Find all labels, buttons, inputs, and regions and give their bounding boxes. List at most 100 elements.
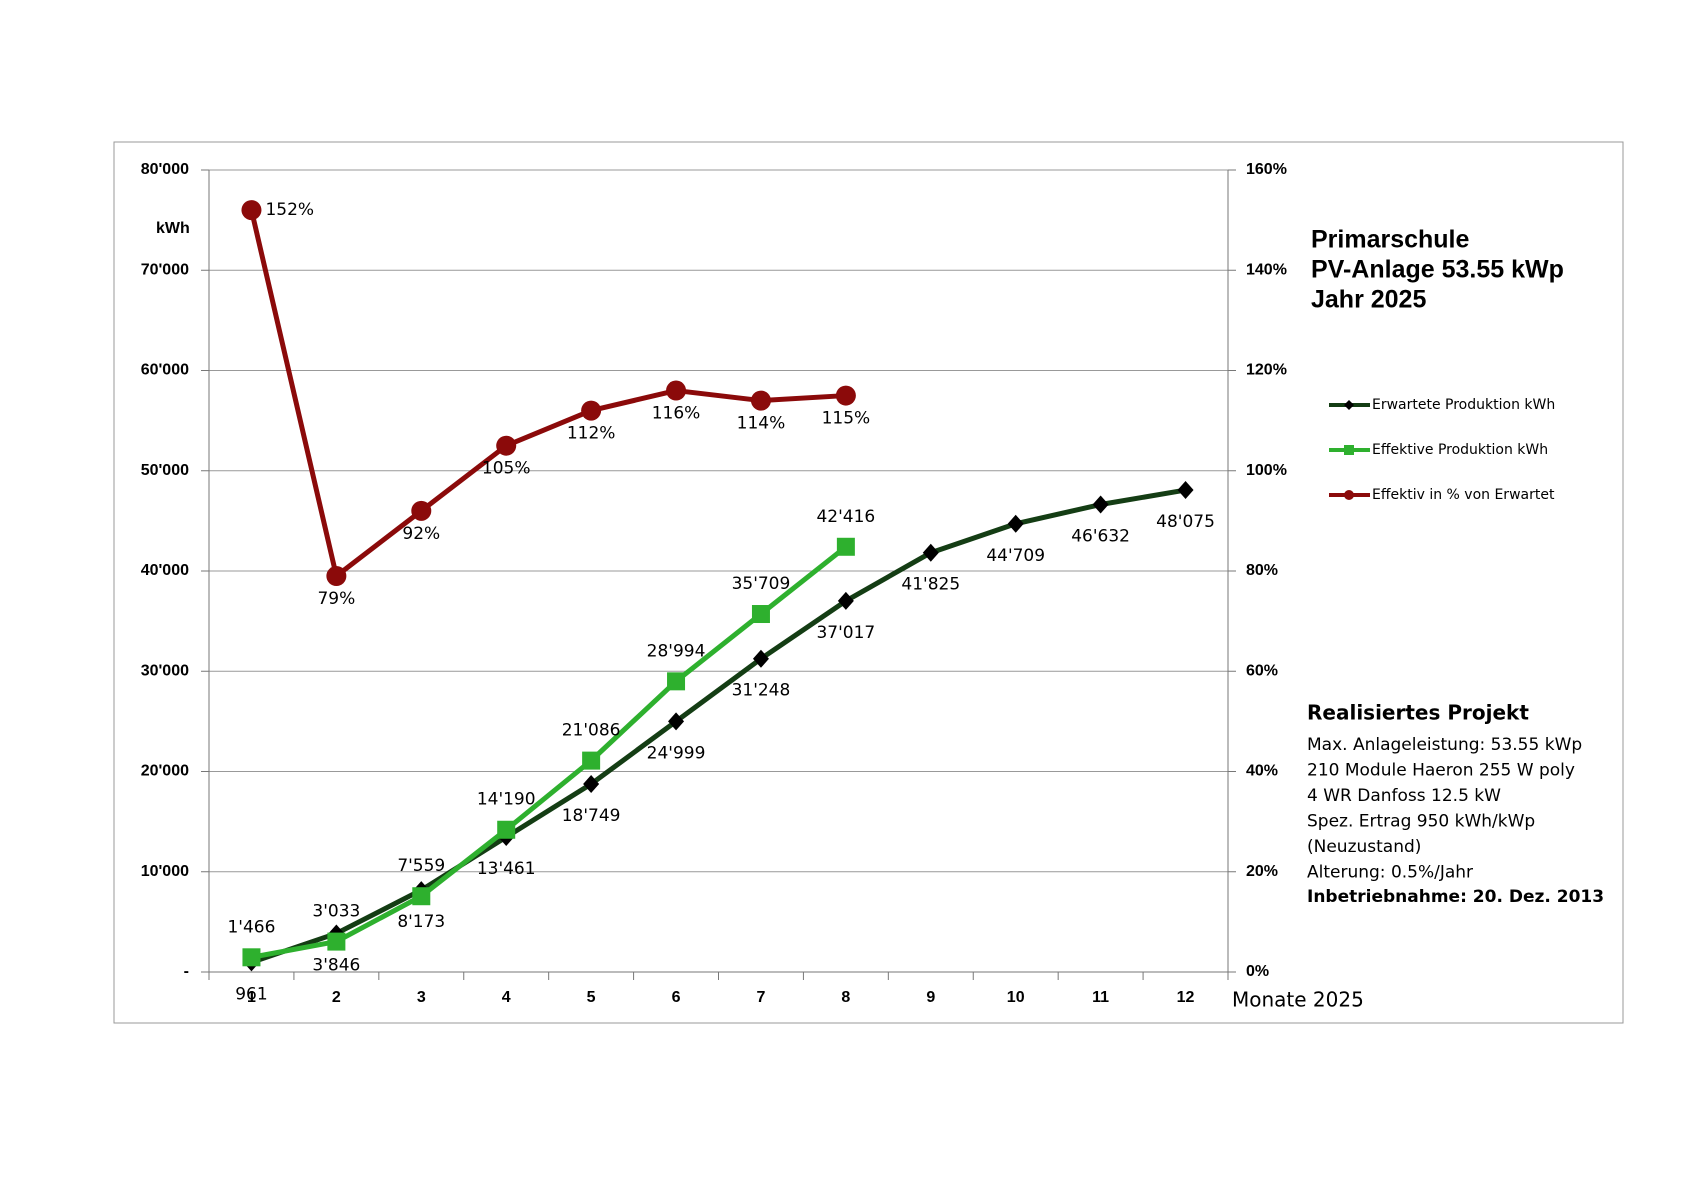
data-label: 8'173	[397, 912, 445, 932]
data-label: 1'466	[227, 917, 275, 937]
x-axis-label: Monate 2025	[1232, 988, 1364, 1012]
point	[582, 751, 601, 770]
legend-marker	[1344, 400, 1354, 410]
data-label: 41'825	[901, 575, 960, 595]
series-line	[251, 544, 848, 960]
x-tick-label: 3	[417, 989, 426, 1006]
y-tick-label: 70'000	[141, 261, 189, 278]
legend-marker	[1344, 445, 1354, 455]
info-line: 4 WR Danfoss 12.5 kW	[1307, 786, 1501, 806]
data-label: 3'033	[312, 902, 360, 922]
data-label: 114%	[737, 414, 786, 434]
point	[1007, 514, 1024, 533]
y-tick-label: 40'000	[141, 562, 189, 579]
y2-tick-label: 80%	[1246, 562, 1278, 579]
point	[667, 672, 686, 691]
x-tick-label: 12	[1177, 989, 1195, 1006]
y2-tick-label: 0%	[1246, 963, 1269, 980]
legend-marker	[1344, 490, 1354, 500]
data-label: 44'709	[986, 546, 1045, 566]
point	[497, 820, 516, 839]
chart-title: PV-Anlage 53.55 kWp	[1311, 256, 1564, 284]
y-axis-label: kWh	[156, 220, 190, 237]
point	[1092, 495, 1109, 514]
chart-title: Jahr 2025	[1311, 286, 1426, 314]
point	[668, 712, 685, 731]
data-label: 48'075	[1156, 512, 1215, 532]
x-tick-label: 7	[757, 989, 766, 1006]
point	[327, 932, 346, 951]
point	[922, 543, 939, 562]
info-line: Max. Anlageleistung: 53.55 kWp	[1307, 735, 1582, 755]
point	[583, 775, 600, 794]
y2-tick-label: 140%	[1246, 261, 1287, 278]
info-line: 210 Module Haeron 255 W poly	[1307, 761, 1575, 781]
y2-tick-label: 20%	[1246, 863, 1278, 880]
x-tick-label: 6	[672, 989, 681, 1006]
data-label: 3'846	[312, 955, 360, 975]
x-tick-label: 10	[1007, 989, 1025, 1006]
y2-tick-label: 120%	[1246, 362, 1287, 379]
x-tick-label: 9	[926, 989, 935, 1006]
x-tick-label: 5	[587, 989, 596, 1006]
data-label: 152%	[265, 200, 314, 220]
y-tick-label: -	[184, 963, 189, 980]
info-line: Spez. Ertrag 950 kWh/kWp	[1307, 812, 1535, 832]
chart-frame	[113, 141, 1624, 1024]
data-label: 961	[235, 984, 267, 1004]
data-label: 116%	[652, 404, 701, 424]
data-label: 7'559	[397, 856, 445, 876]
point	[241, 200, 262, 221]
y-tick-label: 20'000	[141, 763, 189, 780]
y2-tick-label: 160%	[1246, 161, 1287, 178]
data-label: 112%	[567, 424, 616, 444]
data-label: 92%	[402, 524, 440, 544]
x-tick-label: 8	[841, 989, 850, 1006]
point	[836, 537, 855, 556]
y-tick-label: 60'000	[141, 362, 189, 379]
series-line	[250, 487, 1186, 965]
y-tick-label: 50'000	[141, 462, 189, 479]
data-label: 18'749	[562, 806, 621, 826]
data-label: 105%	[482, 459, 531, 479]
data-label: 24'999	[647, 743, 706, 763]
point	[1177, 481, 1194, 500]
info-footer: Inbetriebnahme: 20. Dez. 2013	[1307, 887, 1604, 907]
legend-label: Erwartete Produktion kWh	[1372, 397, 1555, 413]
series-line	[249, 209, 847, 579]
point	[837, 591, 854, 610]
point	[751, 605, 770, 624]
data-label: 46'632	[1071, 527, 1130, 547]
data-label: 42'416	[816, 507, 875, 527]
data-label: 31'248	[732, 681, 791, 701]
data-label: 35'709	[732, 574, 791, 594]
data-label: 28'994	[647, 641, 706, 661]
point	[496, 435, 517, 456]
point	[242, 948, 261, 967]
point	[666, 380, 687, 401]
point	[752, 649, 769, 668]
y-tick-label: 10'000	[141, 863, 189, 880]
x-tick-label: 11	[1092, 989, 1109, 1006]
data-label: 79%	[317, 589, 355, 609]
info-line: Alterung: 0.5%/Jahr	[1307, 863, 1473, 883]
x-tick-label: 2	[332, 989, 341, 1006]
point	[326, 566, 347, 587]
x-tick-label: 4	[502, 989, 511, 1006]
y2-tick-label: 100%	[1246, 462, 1287, 479]
x-tick-label: 1	[247, 989, 256, 1006]
data-label: 21'086	[562, 721, 621, 741]
y-tick-label: 30'000	[141, 662, 189, 679]
info-heading: Realisiertes Projekt	[1307, 701, 1529, 725]
point	[835, 385, 856, 406]
data-label: 37'017	[816, 623, 875, 643]
y-tick-label: 80'000	[141, 161, 189, 178]
point	[412, 887, 431, 906]
point	[411, 500, 432, 521]
chart-title: Primarschule	[1311, 226, 1470, 254]
legend-label: Effektiv in % von Erwartet	[1372, 487, 1555, 503]
y2-tick-label: 60%	[1246, 662, 1278, 679]
data-label: 14'190	[477, 790, 536, 810]
point	[750, 390, 771, 411]
